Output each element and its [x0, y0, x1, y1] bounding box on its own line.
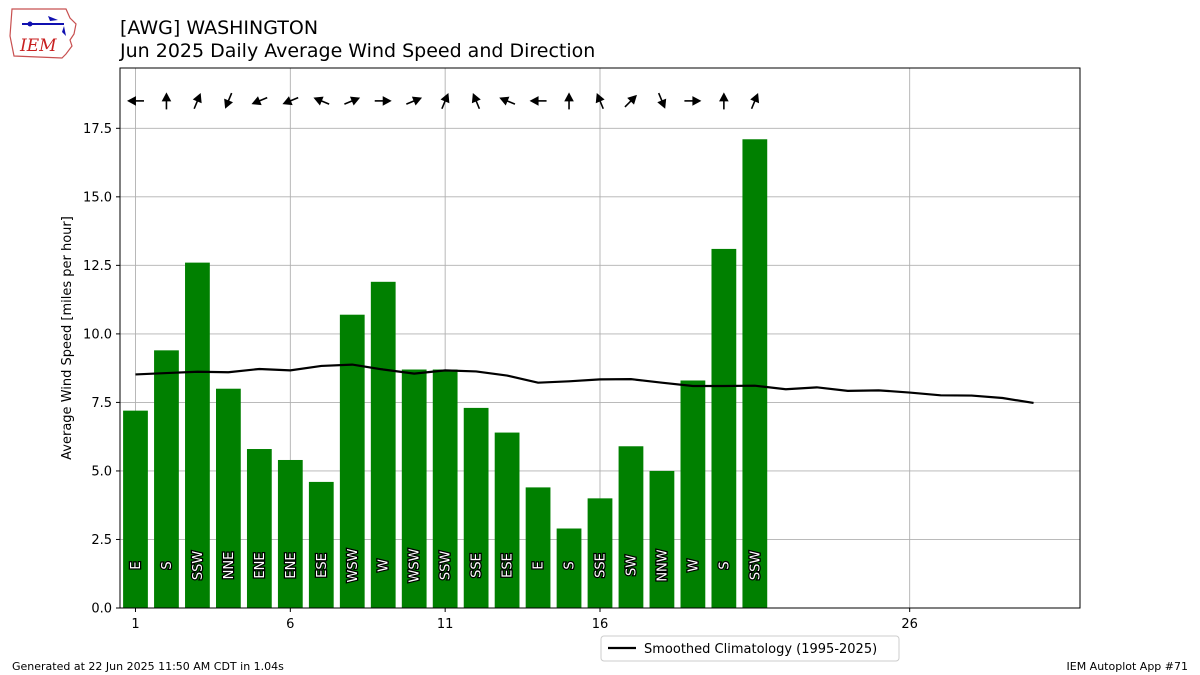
x-tick-label: 16 [592, 617, 609, 632]
chart-title: [AWG] WASHINGTON [120, 17, 319, 39]
climatology-line [135, 363, 1034, 405]
wind-arrow [529, 96, 547, 106]
wind-arrow [499, 96, 516, 106]
y-axis-label: Average Wind Speed [miles per hour] [60, 216, 75, 460]
direction-label: W [377, 559, 392, 572]
y-tick-label: 7.5 [91, 396, 112, 411]
y-tick-label: 0.0 [91, 602, 112, 617]
wind-arrow [440, 93, 450, 110]
bar [618, 446, 644, 608]
direction-label: ENE [253, 552, 268, 578]
wind-arrow [344, 96, 361, 106]
footer-generated-text: Generated at 22 Jun 2025 11:50 AM CDT in… [12, 660, 284, 673]
x-tick-label: 11 [437, 617, 454, 632]
wind-arrow [564, 92, 574, 110]
direction-label: W [686, 559, 701, 572]
y-tick-label: 17.5 [83, 122, 112, 137]
wind-arrow [684, 96, 702, 106]
wind-arrow [406, 96, 423, 106]
bar [587, 498, 613, 608]
y-tick-label: 2.5 [91, 533, 112, 548]
bar [370, 281, 396, 608]
direction-label: S [717, 561, 732, 569]
x-tick-label: 26 [901, 617, 918, 632]
direction-label: SSW [439, 551, 454, 581]
y-tick-label: 15.0 [83, 190, 112, 205]
legend-label: Smoothed Climatology (1995-2025) [644, 642, 877, 657]
wind-arrow [161, 92, 172, 110]
wind-arrow [126, 96, 144, 106]
wind-arrow [471, 93, 481, 110]
bar [649, 470, 675, 608]
x-tick-label: 6 [286, 617, 294, 632]
wind-arrow [251, 96, 268, 106]
direction-label: SSE [594, 553, 609, 578]
bar [277, 459, 303, 608]
direction-label: NNW [655, 549, 670, 581]
bar-series [123, 139, 768, 609]
wind-arrow [192, 93, 202, 110]
bar [185, 262, 210, 608]
wind-arrow [719, 92, 729, 110]
direction-label: SW [624, 555, 639, 576]
y-tick-label: 12.5 [83, 259, 112, 274]
wind-arrow [224, 92, 234, 109]
bar [308, 481, 334, 608]
direction-label: E [532, 561, 547, 569]
axis-ticks: 0.02.55.07.510.012.515.017.51 6 11 16 26 [83, 122, 918, 632]
bar [154, 350, 179, 608]
bar [556, 528, 582, 608]
direction-label: ESE [315, 553, 330, 578]
bar [216, 388, 241, 608]
wind-arrow [750, 93, 760, 110]
bar [494, 432, 520, 608]
wind-arrows [126, 92, 760, 110]
wind-arrow [657, 92, 667, 109]
iem-logo: IEM [9, 8, 77, 59]
y-tick-label: 5.0 [91, 464, 112, 479]
chart-subtitle: Jun 2025 Daily Average Wind Speed and Di… [120, 40, 596, 62]
direction-label: SSW [191, 551, 206, 581]
direction-label: ENE [284, 552, 299, 578]
direction-label: E [129, 561, 144, 569]
x-tick-label: 1 [131, 617, 139, 632]
bar [401, 369, 427, 608]
direction-label: S [160, 561, 175, 569]
wind-arrow [595, 93, 605, 110]
bar [246, 449, 272, 608]
bar [525, 487, 551, 608]
direction-label: ESE [501, 553, 516, 578]
legend: Smoothed Climatology (1995-2025) [600, 635, 900, 662]
logo-text: IEM [19, 36, 57, 56]
direction-label: S [563, 561, 578, 569]
legend-box [600, 635, 900, 662]
direction-label: SSE [470, 553, 485, 578]
bar [432, 369, 458, 608]
wind-arrow [313, 96, 330, 106]
bar [711, 248, 737, 609]
bar [680, 380, 706, 608]
y-tick-label: 10.0 [83, 327, 112, 342]
direction-label: WSW [408, 548, 423, 582]
bar [742, 139, 768, 608]
direction-label: NNE [222, 552, 237, 580]
bar [123, 410, 148, 608]
footer-app-text: IEM Autoplot App #71 [1066, 660, 1189, 673]
direction-labels: E S SSW NNE ENE ENE ESE WSW W WSW SSW SSE ESE E S SSE SW… [128, 547, 765, 584]
wind-arrow [282, 96, 299, 106]
wind-arrow [624, 94, 637, 108]
climatology-series [135, 363, 1034, 405]
wind-arrow [374, 96, 392, 106]
direction-label: WSW [346, 548, 361, 582]
bar [463, 407, 489, 608]
iowa-state-map-icon [9, 8, 77, 59]
direction-label: SSW [748, 551, 763, 581]
